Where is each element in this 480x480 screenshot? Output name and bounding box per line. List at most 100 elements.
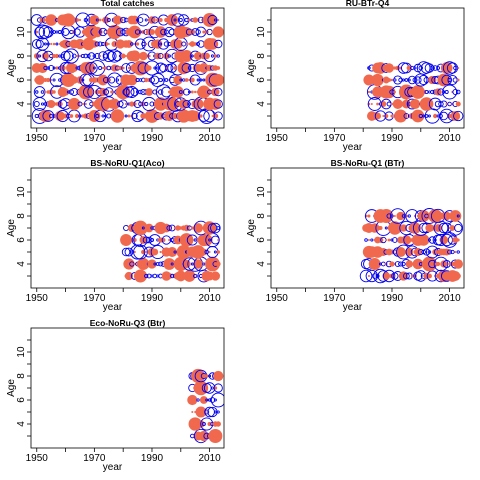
positive-residual-bubble (387, 78, 392, 82)
positive-residual-bubble (189, 41, 196, 47)
negative-residual-bubble (158, 77, 163, 83)
negative-residual-bubble (183, 88, 191, 96)
negative-residual-bubble (34, 113, 39, 119)
positive-residual-bubble (180, 49, 193, 63)
positive-residual-bubble (178, 99, 189, 109)
positive-residual-bubble (129, 50, 141, 62)
negative-residual-bubble (122, 88, 130, 96)
negative-residual-bubble (42, 110, 55, 122)
y-tick-label: 10 (256, 26, 267, 38)
negative-residual-bubble (163, 41, 169, 47)
x-tick-label: 1950 (26, 453, 49, 464)
x-axis-label: year (343, 142, 363, 153)
positive-residual-bubble (204, 374, 209, 378)
positive-residual-bubble (148, 28, 155, 36)
x-tick-label: 2010 (198, 293, 221, 304)
positive-residual-bubble (393, 90, 397, 94)
negative-residual-bubble (159, 42, 163, 46)
positive-residual-bubble (133, 250, 136, 254)
negative-residual-bubble (191, 28, 200, 36)
negative-residual-bubble (452, 89, 459, 95)
positive-residual-bubble (190, 368, 206, 384)
positive-residual-bubble (426, 273, 432, 279)
y-tick-label: 10 (16, 346, 27, 358)
positive-residual-bubble (107, 42, 110, 46)
negative-residual-bubble (85, 61, 98, 75)
negative-residual-bubble (210, 392, 224, 408)
x-tick-label: 1990 (381, 133, 404, 144)
negative-residual-bubble (130, 42, 134, 46)
negative-residual-bubble (60, 50, 71, 62)
positive-residual-bubble (133, 78, 136, 82)
positive-residual-bubble (435, 261, 441, 267)
positive-residual-bubble (193, 90, 197, 94)
positive-residual-bubble (445, 102, 448, 106)
positive-residual-bubble (206, 38, 219, 50)
positive-residual-bubble (34, 75, 45, 85)
positive-residual-bubble (124, 102, 128, 106)
y-axis-label: Age (6, 219, 17, 237)
negative-residual-bubble (167, 54, 171, 58)
positive-residual-bubble (193, 42, 197, 46)
y-tick-label: 8 (256, 213, 267, 219)
positive-residual-bubble (102, 16, 110, 24)
positive-residual-bubble (172, 86, 184, 98)
positive-residual-bubble (61, 13, 76, 27)
positive-residual-bubble (125, 40, 133, 48)
positive-residual-bubble (411, 109, 425, 123)
positive-residual-bubble (379, 78, 382, 82)
negative-residual-bubble (48, 64, 55, 72)
negative-residual-bubble (190, 54, 194, 58)
negative-residual-bubble (78, 114, 82, 118)
positive-residual-bubble (202, 87, 211, 97)
positive-residual-bubble (434, 224, 442, 232)
negative-residual-bubble (384, 226, 388, 230)
positive-residual-bubble (47, 99, 56, 109)
y-tick-label: 4 (256, 101, 267, 107)
negative-residual-bubble (210, 222, 221, 234)
positive-residual-bubble (217, 18, 220, 22)
panel-4: BS-NoRu-Q1 (BTr) 1950 1970 1990 2010 4 6 8 10 yea… (246, 158, 465, 313)
positive-residual-bubble (130, 15, 140, 25)
positive-residual-bubble (449, 225, 456, 231)
negative-residual-bubble (106, 51, 117, 61)
x-tick-label: 1970 (83, 293, 106, 304)
negative-residual-bubble (207, 398, 212, 402)
negative-residual-bubble (453, 110, 464, 122)
y-tick-label: 8 (256, 53, 267, 59)
positive-residual-bubble (146, 65, 152, 71)
negative-residual-bubble (43, 42, 47, 46)
positive-residual-bubble (83, 113, 89, 119)
positive-residual-bubble (371, 73, 384, 87)
positive-residual-bubble (190, 90, 194, 94)
negative-residual-bubble (46, 66, 50, 70)
positive-residual-bubble (128, 25, 142, 39)
positive-residual-bubble (74, 38, 86, 50)
positive-residual-bubble (216, 250, 221, 254)
positive-residual-bubble (212, 74, 224, 86)
positive-residual-bubble (167, 246, 178, 258)
positive-residual-bubble (449, 210, 462, 222)
x-tick-label: 1990 (141, 133, 164, 144)
y-tick-label: 4 (16, 421, 27, 427)
negative-residual-bubble (57, 30, 62, 34)
positive-residual-bubble (215, 261, 221, 267)
negative-residual-bubble (173, 18, 177, 22)
positive-residual-bubble (153, 97, 168, 111)
negative-residual-bubble (184, 17, 189, 23)
x-tick-label: 1970 (323, 133, 346, 144)
positive-residual-bubble (52, 102, 56, 106)
negative-residual-bubble (207, 406, 218, 418)
negative-residual-bubble (456, 214, 460, 218)
positive-residual-bubble (213, 370, 224, 382)
positive-residual-bubble (35, 30, 39, 34)
negative-residual-bubble (404, 78, 409, 82)
x-tick-label: 2010 (198, 133, 221, 144)
positive-residual-bubble (199, 114, 203, 118)
negative-residual-bubble (98, 65, 103, 71)
negative-residual-bubble (38, 54, 42, 58)
positive-residual-bubble (417, 210, 430, 222)
negative-residual-bubble (31, 39, 42, 49)
positive-residual-bubble (209, 98, 222, 110)
y-axis-label: Age (246, 59, 257, 77)
